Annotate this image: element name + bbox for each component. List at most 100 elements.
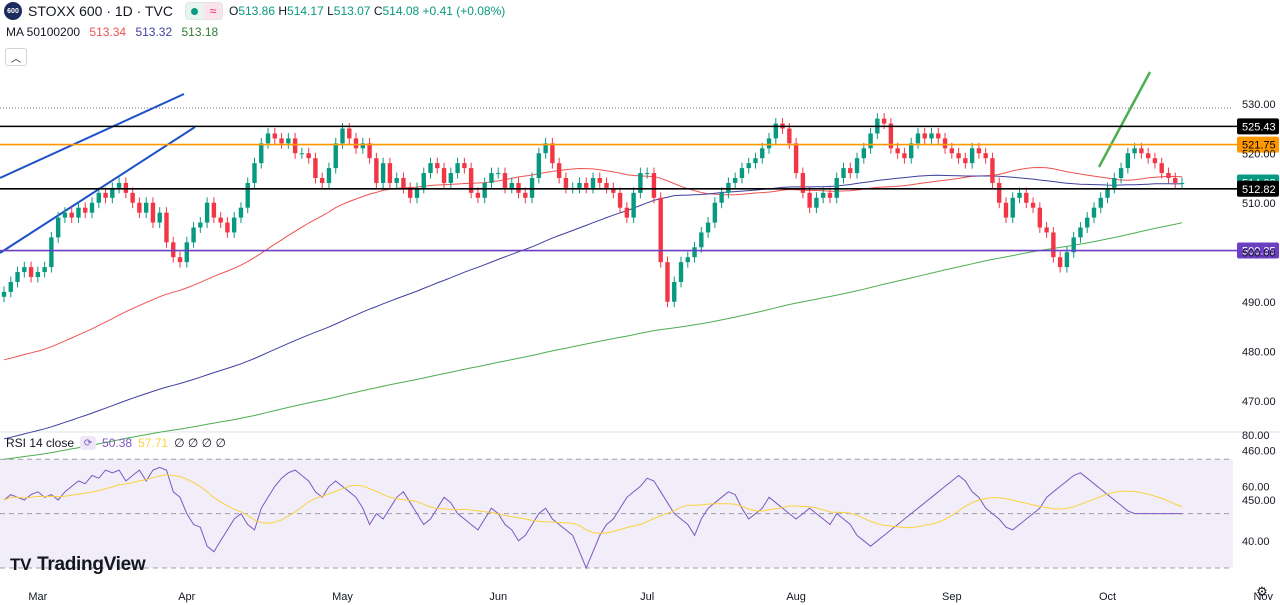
candle-body (123, 182, 129, 193)
market-status-pill[interactable]: ≈ (184, 2, 223, 20)
candle-body (848, 168, 853, 174)
symbol-title[interactable]: STOXX 600 · 1D · TVC (28, 3, 173, 19)
price-tick-label: 510.00 (1242, 198, 1276, 210)
candle-body (990, 158, 995, 183)
candle (1105, 182, 1110, 204)
candle-body (1030, 202, 1036, 208)
candle-body (225, 222, 230, 233)
candle (969, 142, 975, 169)
candle (96, 187, 101, 209)
candle-body (543, 143, 548, 154)
refresh-icon[interactable]: ⟳ (80, 436, 97, 450)
candle (705, 217, 711, 238)
candle-body (408, 187, 413, 198)
candle (164, 207, 169, 248)
candle (902, 147, 907, 164)
candle (1044, 222, 1049, 238)
candle (590, 172, 596, 194)
candle (8, 276, 13, 298)
candle (333, 137, 338, 174)
candle-body (773, 123, 778, 139)
candle-body (448, 173, 454, 183)
candle (1037, 202, 1043, 233)
candle-body (827, 192, 833, 198)
candle (604, 177, 609, 194)
candle-body (116, 182, 122, 188)
candle (1091, 202, 1097, 224)
candle (414, 182, 420, 204)
candle-body (705, 222, 711, 233)
candle (22, 261, 27, 278)
candle (475, 187, 481, 204)
candle-body (1166, 173, 1171, 178)
candle-body (678, 262, 684, 282)
candle-body (1139, 148, 1144, 154)
candle (401, 172, 406, 194)
candle (597, 172, 602, 189)
candle-body (685, 257, 690, 263)
ma-legend[interactable]: MA 50100200 513.34 513.32 513.18 (6, 25, 224, 39)
candle (942, 132, 948, 154)
rsi-ma-line (3, 474, 1183, 534)
candle-body (489, 173, 494, 183)
close-value: 514.08 (382, 4, 420, 18)
candle-body (611, 187, 616, 193)
candle (550, 137, 555, 169)
rsi-legend[interactable]: RSI 14 close ⟳ 50.38 57.71 ∅ ∅ ∅ ∅ (6, 436, 226, 450)
candle-body (746, 163, 751, 169)
candle-body (1085, 217, 1090, 228)
candle (387, 157, 393, 189)
candle-body (191, 227, 196, 243)
candle-body (204, 202, 210, 223)
collapse-legend-button[interactable]: ︿ (5, 48, 27, 66)
candle-body (340, 128, 345, 144)
candle (848, 162, 853, 179)
candle (489, 167, 494, 189)
candle-body (1064, 252, 1070, 268)
candle-body (245, 182, 250, 208)
candle (35, 266, 41, 283)
candle (1085, 212, 1090, 233)
candle (814, 192, 819, 214)
candle-body (956, 153, 961, 159)
candle (204, 197, 210, 228)
candle (536, 147, 542, 184)
level-price-tag (1237, 242, 1279, 259)
candle-body (22, 267, 27, 273)
candle-body (881, 118, 887, 124)
tradingview-logo[interactable]: TV TradingView (10, 554, 146, 576)
level-price-label: 500.35 (1242, 246, 1276, 258)
candle-body (89, 202, 95, 213)
candle (55, 212, 61, 243)
ma50-value: 513.34 (89, 25, 127, 39)
candle-body (468, 168, 474, 193)
price-tick-label: 450.00 (1242, 495, 1276, 507)
candle (496, 167, 501, 179)
candle (1024, 187, 1029, 209)
candle (692, 241, 697, 263)
candle-body (238, 207, 244, 218)
candle-body (523, 192, 528, 198)
x-tick-label: May (332, 591, 353, 603)
moving-average-lines (3, 166, 1183, 460)
candle-body (387, 163, 393, 183)
low-label: L (327, 4, 334, 18)
candle-body (800, 173, 806, 193)
candle-body (509, 182, 514, 188)
candle-body (699, 232, 704, 248)
candle-body (157, 212, 162, 223)
gear-icon[interactable]: ⚙ (1256, 584, 1268, 599)
ohlc-readout: O513.86 H514.17 L513.07 C514.08 +0.41 (+… (229, 4, 505, 18)
candle (1051, 227, 1056, 263)
candle (482, 177, 487, 204)
candle (218, 212, 223, 228)
candle (1112, 172, 1117, 194)
candle (259, 137, 264, 169)
candle-body (428, 163, 433, 174)
candle (617, 187, 623, 214)
rsi-tick-label: 80.00 (1242, 430, 1270, 442)
candle-body (83, 207, 88, 213)
candle-body (624, 207, 630, 218)
